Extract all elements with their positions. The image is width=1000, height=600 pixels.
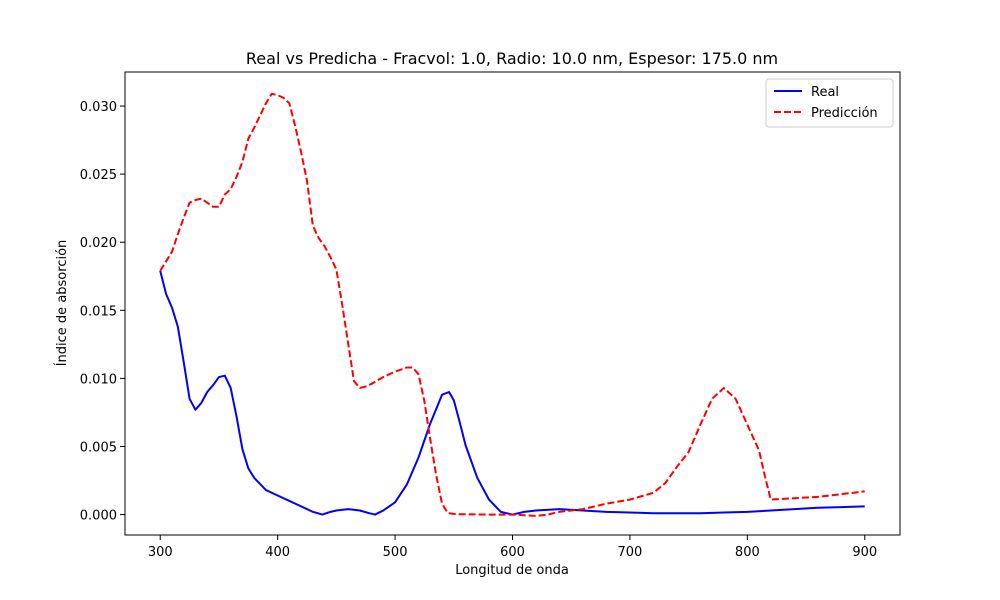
legend-label: Predicción <box>811 106 878 121</box>
legend-label: Real <box>811 85 839 100</box>
y-tick-label: 0.015 <box>80 304 117 319</box>
series-line-real <box>159 270 865 516</box>
x-tick-label: 900 <box>852 545 877 560</box>
x-tick-label: 300 <box>148 545 173 560</box>
x-tick-label: 600 <box>500 545 525 560</box>
x-tick-label: 500 <box>383 545 408 560</box>
series-line-predicci-n <box>159 92 865 517</box>
y-tick-label: 0.030 <box>80 100 117 115</box>
y-tick-label: 0.020 <box>80 236 117 251</box>
y-axis: 0.000 0.005 0.010 0.015 0.020 0.025 0.030 <box>80 100 125 524</box>
legend: Real Predicción <box>765 78 894 128</box>
x-tick-label: 700 <box>618 545 643 560</box>
y-axis-label: Índice de absorción <box>54 240 70 367</box>
y-tick-label: 0.005 <box>80 440 117 455</box>
chart-title: Real vs Predicha - Fracvol: 1.0, Radio: … <box>246 49 778 68</box>
plot-frame <box>124 71 901 536</box>
x-tick-label: 800 <box>735 545 760 560</box>
y-tick-label: 0.000 <box>80 509 117 524</box>
y-tick-label: 0.010 <box>80 372 117 387</box>
plot-area <box>124 71 901 536</box>
x-tick-label: 400 <box>265 545 290 560</box>
x-axis-label: Longitud de onda <box>455 563 569 578</box>
x-axis: 300 400 500 600 700 800 900 <box>148 535 877 560</box>
y-tick-label: 0.025 <box>80 168 117 183</box>
